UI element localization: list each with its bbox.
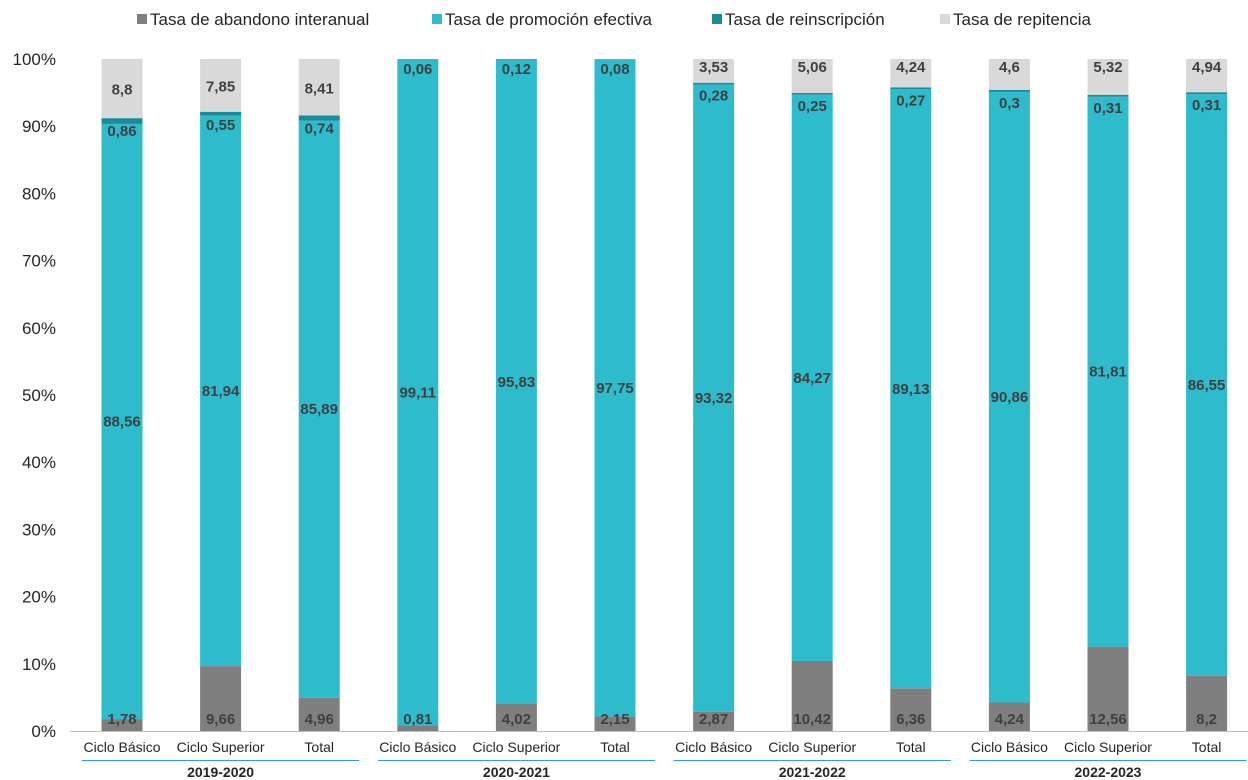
- bar-segment: [200, 112, 241, 116]
- data-label: 4,96: [305, 711, 334, 728]
- x-axis: Ciclo Básico Ciclo Superior Total Ciclo Bás…: [70, 732, 1248, 780]
- data-label: 93,32: [695, 390, 733, 407]
- data-label: 85,89: [300, 401, 338, 418]
- y-tick-label: 50%: [22, 386, 56, 405]
- data-label: 84,27: [793, 370, 831, 387]
- data-label: 0,06: [403, 61, 432, 78]
- y-axis: 0% 10% 20% 30% 40% 50% 60% 70% 80% 90% 100%: [13, 50, 56, 741]
- legend-swatch: [940, 14, 950, 24]
- data-label: 0,81: [403, 711, 432, 728]
- data-label: 8,41: [305, 80, 334, 97]
- x-group-label: 2021-2022: [779, 764, 846, 780]
- data-label: 0,86: [107, 123, 136, 140]
- data-label: 2,87: [699, 711, 728, 728]
- data-label: 0,31: [1192, 97, 1221, 114]
- x-category-label: Total: [1192, 739, 1222, 755]
- x-category-label: Total: [600, 739, 630, 755]
- data-label: 4,94: [1192, 59, 1222, 76]
- x-category-label: Total: [304, 739, 334, 755]
- y-tick-label: 80%: [22, 184, 56, 203]
- bar-segment: [693, 83, 734, 85]
- y-tick-label: 40%: [22, 453, 56, 472]
- legend-swatch: [137, 14, 147, 24]
- x-group-label: 2022-2023: [1075, 764, 1142, 780]
- data-label: 0,31: [1093, 100, 1122, 117]
- data-label: 4,6: [999, 59, 1020, 76]
- x-category-label: Ciclo Superior: [1064, 739, 1152, 755]
- data-label: 5,32: [1093, 59, 1122, 76]
- x-group-label: 2020-2021: [483, 764, 550, 780]
- x-category-label: Ciclo Básico: [675, 739, 752, 755]
- data-label: 86,55: [1188, 377, 1226, 394]
- x-category-label: Ciclo Básico: [971, 739, 1048, 755]
- data-label: 3,53: [699, 59, 728, 76]
- data-label: 9,66: [206, 711, 235, 728]
- x-category-label: Ciclo Básico: [83, 739, 160, 755]
- legend-label: Tasa de repitencia: [953, 10, 1092, 29]
- data-label: 4,24: [995, 711, 1025, 728]
- y-tick-label: 90%: [22, 117, 56, 136]
- legend-swatch: [712, 14, 722, 24]
- data-label: 0,08: [600, 61, 629, 78]
- y-tick-label: 0%: [31, 722, 56, 741]
- data-label: 81,94: [202, 383, 240, 400]
- x-category-label: Ciclo Superior: [472, 739, 560, 755]
- data-label: 8,8: [112, 82, 133, 99]
- data-label: 12,56: [1089, 711, 1127, 728]
- data-label: 0,74: [305, 121, 335, 138]
- bar-segment: [595, 59, 636, 60]
- data-label: 90,86: [991, 389, 1029, 406]
- data-label: 97,75: [596, 380, 634, 397]
- y-tick-label: 60%: [22, 319, 56, 338]
- data-label: 0,27: [896, 92, 925, 109]
- y-tick-label: 30%: [22, 520, 56, 539]
- bar-segment: [1186, 92, 1227, 94]
- bar-segment: [792, 93, 833, 95]
- data-label: 0,55: [206, 117, 235, 134]
- x-group-label: 2019-2020: [187, 764, 254, 780]
- bar-segment: [989, 90, 1030, 92]
- legend-label: Tasa de abandono interanual: [150, 10, 369, 29]
- x-category-label: Ciclo Básico: [379, 739, 456, 755]
- x-category-label: Ciclo Superior: [177, 739, 265, 755]
- x-category-label: Ciclo Superior: [768, 739, 856, 755]
- x-category-label: Total: [896, 739, 926, 755]
- data-label: 4,24: [896, 59, 926, 76]
- y-tick-label: 70%: [22, 252, 56, 271]
- y-tick-label: 10%: [22, 655, 56, 674]
- data-label: 1,78: [107, 711, 136, 728]
- data-label: 99,11: [399, 385, 436, 402]
- data-label: 5,06: [798, 59, 827, 76]
- data-label: 0,12: [502, 61, 531, 78]
- data-label: 88,56: [103, 413, 141, 430]
- data-label: 81,81: [1089, 364, 1127, 381]
- legend: Tasa de abandono interanual Tasa de promo…: [137, 10, 1092, 29]
- data-label: 4,02: [502, 711, 531, 728]
- bar-segment: [496, 59, 537, 60]
- bar-segment: [1088, 95, 1129, 97]
- data-label: 89,13: [892, 381, 930, 398]
- data-label: 95,83: [498, 374, 536, 391]
- legend-label: Tasa de promoción efectiva: [445, 10, 652, 29]
- bars: 1,78 88,56 0,86 8,8 9,66 81,94 0,55 7,85 4,96 85,…: [102, 59, 1228, 731]
- data-label: 2,15: [600, 711, 629, 728]
- data-label: 0,3: [999, 95, 1020, 112]
- data-label: 10,42: [793, 711, 831, 728]
- bar-segment: [890, 87, 931, 89]
- data-label: 6,36: [896, 711, 925, 728]
- data-label: 8,2: [1196, 711, 1217, 728]
- y-tick-label: 20%: [22, 588, 56, 607]
- y-tick-label: 100%: [13, 50, 56, 69]
- data-label: 7,85: [206, 78, 235, 95]
- legend-label: Tasa de reinscripción: [725, 10, 885, 29]
- legend-swatch: [432, 14, 442, 24]
- data-label: 0,25: [798, 98, 827, 115]
- data-label: 0,28: [699, 88, 728, 105]
